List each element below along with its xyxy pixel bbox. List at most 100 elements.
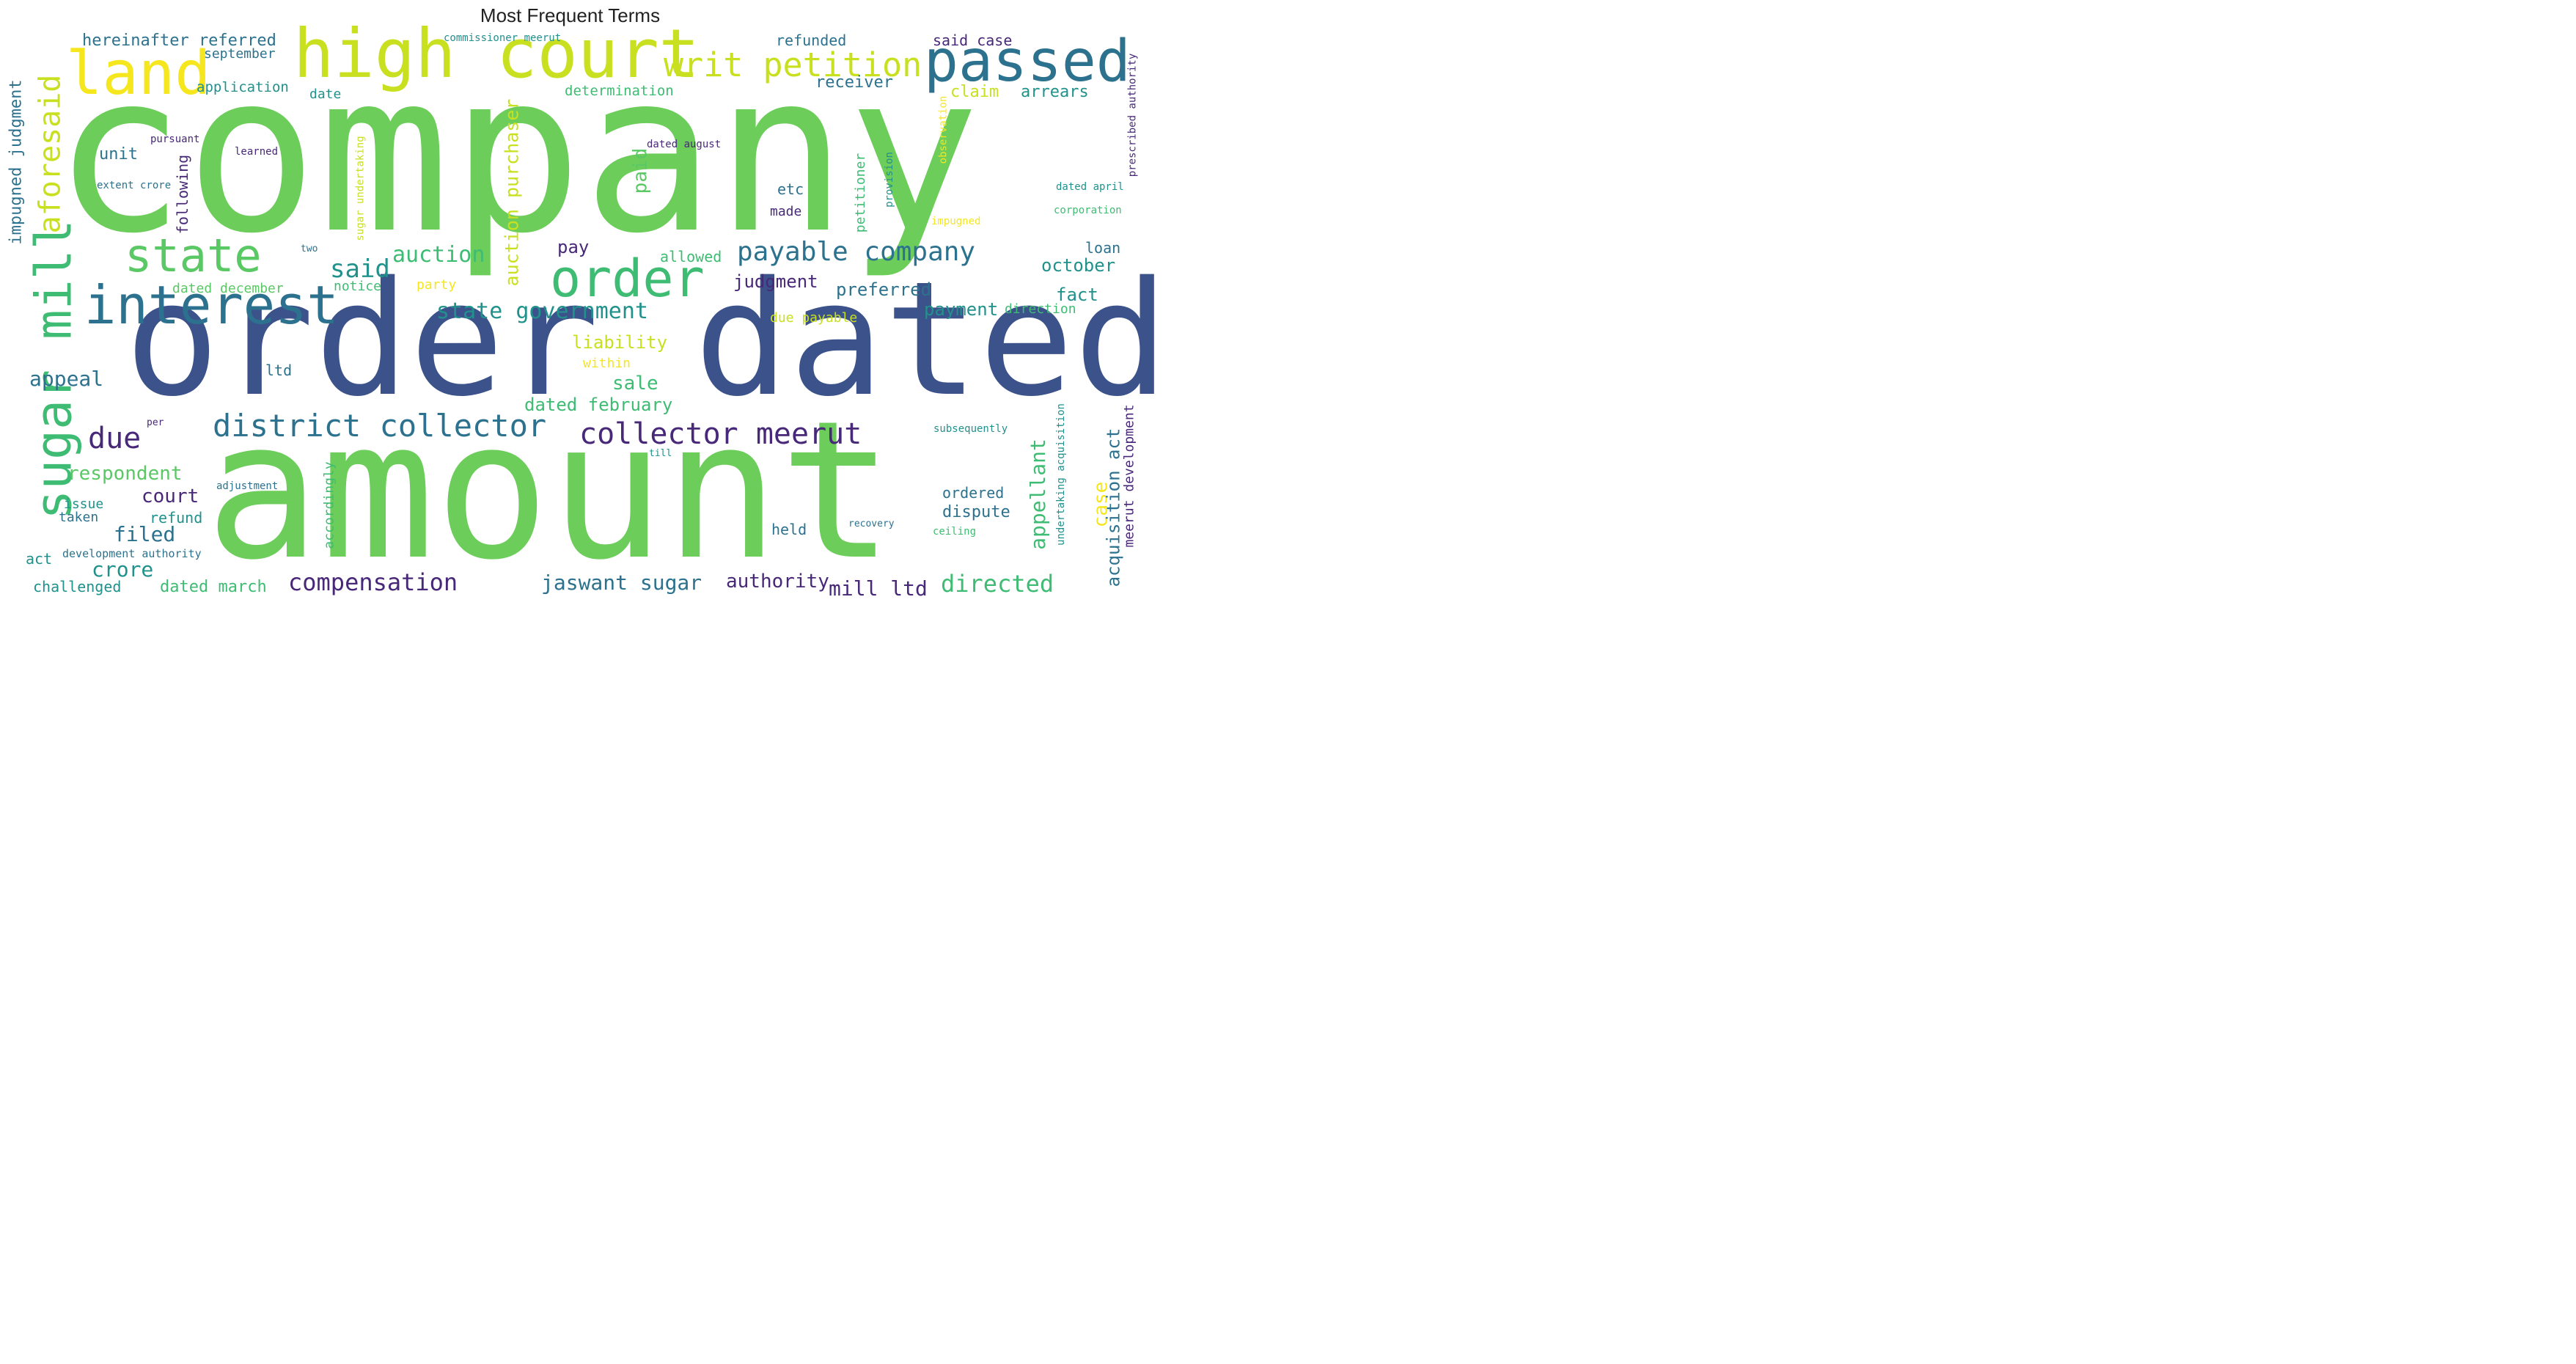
word-order-dated: order dated [125, 247, 1169, 431]
word-made: made [770, 204, 802, 219]
word-taken: taken [59, 510, 99, 525]
word-sale: sale [612, 373, 658, 395]
chart-title: Most Frequent Terms [480, 4, 661, 26]
word-dated-december: dated december [172, 281, 284, 296]
word-provision: provision [883, 152, 895, 208]
word-court: court [142, 485, 199, 507]
word-subsequently: subsequently [933, 423, 1008, 435]
word-observation: observation [937, 95, 950, 164]
word-september: september [204, 46, 276, 62]
word-allowed: allowed [660, 248, 722, 265]
word-direction: direction [1005, 301, 1076, 317]
word-receiver: receiver [815, 73, 893, 92]
word-company: company [53, 26, 980, 282]
word-issue: issue [64, 496, 104, 512]
word-high-court: high court [293, 15, 700, 93]
word-filed: filed [114, 522, 176, 546]
word-impugned: impugned [931, 216, 981, 227]
word-prescribed-authority: prescribed authority [1126, 53, 1139, 177]
word-payable-company: payable company [737, 237, 976, 267]
word-state-government: state government [436, 298, 648, 324]
word-development-authority: development authority [62, 547, 202, 560]
word-jaswant-sugar: jaswant sugar [541, 571, 702, 595]
word-october: october [1041, 255, 1116, 276]
word-state: state [125, 229, 262, 282]
word-district-collector: district collector [213, 408, 547, 444]
word-accordingly: accordingly [321, 461, 337, 549]
word-party: party [417, 277, 457, 293]
word-extent-crore: extent crore [97, 180, 172, 191]
word-due: due [88, 422, 142, 455]
word-ordered: ordered [942, 484, 1005, 502]
word-interest: interest [84, 274, 339, 336]
word-learned: learned [235, 146, 279, 158]
word-crore: crore [92, 557, 154, 582]
word-acquisition-act: acquisition act [1103, 428, 1124, 587]
word-dated-february: dated february [524, 395, 673, 415]
word-directed: directed [941, 570, 1054, 598]
word-arrears: arrears [1021, 83, 1089, 101]
word-appeal: appeal [29, 367, 104, 391]
word-act: act [26, 550, 53, 568]
word-fact: fact [1056, 285, 1098, 305]
word-pay: pay [557, 237, 590, 257]
word-undertaking-acquisition: undertaking acquisition [1054, 403, 1067, 546]
word-compensation: compensation [288, 568, 458, 596]
word-refund: refund [150, 509, 203, 527]
word-aforesaid: aforesaid [33, 74, 67, 234]
word-dated-march: dated march [160, 578, 267, 596]
word-determination: determination [565, 83, 674, 99]
word-judgment: judgment [733, 271, 818, 292]
word-pursuant: pursuant [150, 133, 200, 145]
word-corporation: corporation [1054, 205, 1122, 216]
word-commissioner-meerut: commissioner meerut [444, 32, 562, 44]
word-held: held [771, 521, 807, 538]
word-notice: notice [334, 279, 382, 294]
word-following: following [174, 154, 192, 235]
word-order: order [550, 249, 705, 309]
word-auction-purchaser: auction purchaser [501, 98, 523, 287]
word-collector-meerut: collector meerut [579, 417, 862, 451]
word-etc: etc [777, 180, 804, 198]
word-claim: claim [950, 83, 999, 101]
word-liability: liability [572, 332, 668, 353]
word-ceiling: ceiling [933, 526, 977, 538]
word-respondent: respondent [67, 463, 183, 485]
word-loan: loan [1085, 239, 1121, 257]
word-recovery: recovery [848, 518, 895, 529]
word-payment: payment [924, 299, 999, 320]
word-said-case: said case [933, 32, 1013, 49]
word-dispute: dispute [942, 503, 1010, 521]
word-ltd: ltd [265, 362, 293, 379]
word-date: date [309, 87, 342, 102]
word-said: said [330, 254, 390, 284]
word-land: land [66, 39, 211, 109]
word-paid: paid [629, 147, 652, 194]
word-two: two [301, 243, 318, 254]
word-hereinafter-referred: hereinafter referred [82, 32, 276, 50]
word-adjustment: adjustment [216, 480, 279, 492]
word-authority: authority [726, 571, 829, 593]
word-mill-ltd: mill ltd [829, 576, 928, 601]
word-amount: amount [205, 381, 895, 602]
word-writ-petition: writ petition [664, 45, 922, 84]
word-meerut-development: meerut development [1121, 404, 1137, 548]
word-preferred: preferred [836, 279, 932, 300]
word-cloud: Most Frequent Terms company amount order d… [0, 0, 1169, 604]
word-refunded: refunded [776, 32, 847, 49]
word-impugned-judgment: impugned judgment [7, 79, 26, 245]
word-auction: auction [392, 242, 485, 268]
word-due-payable: due payable [770, 310, 858, 326]
word-per: per [147, 417, 164, 428]
word-challenged: challenged [33, 578, 122, 595]
word-till: till [649, 448, 672, 459]
word-passed: passed [924, 29, 1131, 95]
word-sugar-undertaking: sugar undertaking [354, 136, 367, 241]
word-application: application [197, 79, 289, 95]
word-appellant: appellant [1025, 439, 1050, 550]
word-dated-august: dated august [647, 139, 722, 150]
word-dated-april: dated april [1056, 181, 1124, 193]
word-within: within [583, 356, 631, 371]
word-unit: unit [99, 145, 138, 164]
word-petitioner: petitioner [853, 153, 869, 233]
